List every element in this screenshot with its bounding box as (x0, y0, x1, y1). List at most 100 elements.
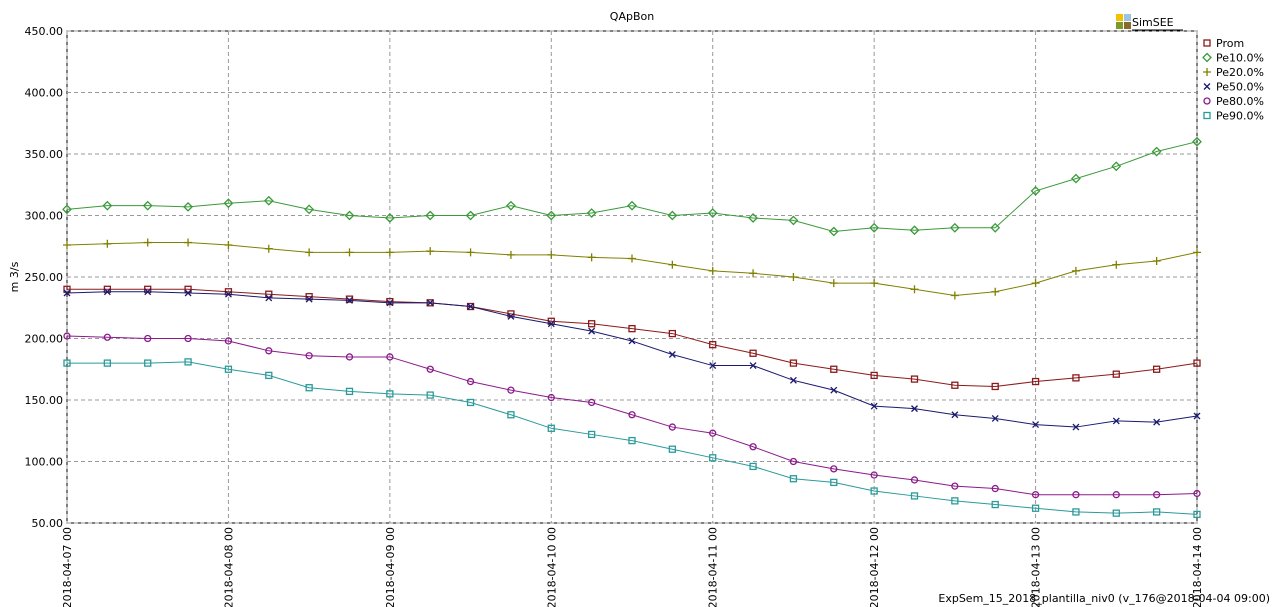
marker (628, 337, 636, 345)
legend-label: Pe80.0% (1216, 95, 1264, 108)
marker (547, 393, 555, 402)
marker (345, 387, 354, 396)
marker (467, 303, 475, 310)
x-tick-label: 2018-04-14 00 (1191, 527, 1204, 607)
marker (1112, 370, 1120, 378)
marker (1192, 136, 1202, 147)
series (63, 288, 1201, 431)
marker (546, 210, 557, 221)
marker (707, 208, 718, 218)
marker (870, 471, 878, 479)
marker (587, 398, 596, 407)
marker (1193, 412, 1201, 420)
marker (789, 376, 797, 384)
series-line (66, 335, 1198, 496)
marker (668, 351, 676, 358)
marker (62, 204, 72, 215)
legend-label: Pe90.0% (1216, 110, 1264, 123)
marker (184, 289, 192, 297)
marker (465, 210, 476, 221)
marker (1071, 173, 1081, 184)
marker (184, 334, 192, 343)
marker (386, 299, 394, 307)
marker (1072, 374, 1080, 382)
marker (507, 411, 515, 419)
marker (628, 325, 636, 333)
marker (384, 213, 395, 223)
y-tick-label: 50.00 (32, 517, 64, 530)
marker (991, 484, 999, 493)
marker (63, 241, 71, 250)
marker (910, 285, 919, 294)
marker (991, 414, 999, 422)
x-tick-label: 2018-04-12 00 (868, 527, 881, 607)
footer: ExpSem_15_2018_plantilla_niv0 (v_176@201… (938, 592, 1270, 605)
marker (265, 294, 273, 302)
marker (345, 295, 354, 303)
legend-item: Pe50.0% (1203, 81, 1264, 94)
marker (1111, 161, 1122, 172)
marker (1072, 508, 1080, 516)
marker (830, 478, 838, 487)
marker (103, 333, 112, 341)
series (62, 136, 1202, 237)
marker (184, 238, 193, 247)
marker (951, 381, 959, 389)
marker (1031, 377, 1040, 386)
marker (951, 497, 959, 505)
marker (386, 297, 394, 306)
marker (991, 382, 999, 391)
marker (224, 241, 233, 250)
marker (224, 290, 232, 298)
marker (1152, 257, 1161, 266)
marker (910, 375, 919, 383)
marker (1153, 418, 1161, 426)
marker (829, 279, 838, 288)
marker (305, 248, 314, 257)
marker (667, 210, 678, 221)
x-tick-label: 2018-04-13 00 (1030, 527, 1043, 607)
marker (547, 320, 555, 328)
series (63, 238, 1201, 300)
marker (789, 273, 798, 281)
marker (587, 253, 596, 262)
marker (628, 254, 636, 263)
y-tick-label: 300.00 (25, 210, 64, 223)
legend-item: Pe80.0% (1203, 95, 1264, 108)
x-tick-label: 2018-04-07 00 (61, 527, 74, 607)
marker (1072, 423, 1080, 431)
marker (749, 349, 757, 357)
marker (869, 222, 880, 233)
marker (223, 198, 234, 209)
marker (909, 225, 920, 236)
marker (63, 289, 71, 297)
marker (949, 222, 960, 233)
marker (103, 359, 112, 367)
marker (668, 260, 677, 269)
marker (668, 423, 677, 431)
marker (265, 347, 273, 355)
marker (305, 384, 313, 392)
legend-marker (1203, 68, 1211, 76)
y-tick-label: 150.00 (25, 394, 64, 407)
y-tick-label: 350.00 (25, 148, 64, 161)
marker (749, 443, 757, 451)
legend-marker (1202, 52, 1212, 63)
marker (990, 222, 1001, 233)
marker (426, 391, 434, 399)
marker (426, 365, 434, 373)
marker (304, 204, 315, 215)
marker (709, 454, 717, 462)
legend-label: Pe50.0% (1216, 81, 1264, 94)
chart-title: QApBon (610, 10, 654, 23)
marker (1152, 365, 1161, 373)
marker (263, 195, 274, 206)
marker (1193, 359, 1201, 367)
marker (709, 429, 717, 437)
marker (547, 250, 556, 259)
marker (951, 411, 959, 419)
marker (506, 250, 515, 259)
marker (1030, 185, 1041, 196)
y-tick-label: 100.00 (25, 456, 64, 469)
